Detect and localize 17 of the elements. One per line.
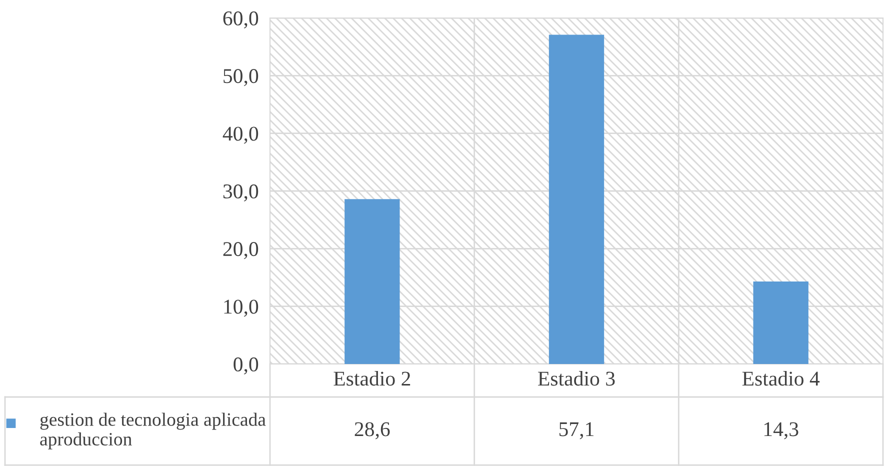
y-tick-label: 40,0	[222, 126, 258, 144]
legend-label: gestion de tecnologia aplicada aproduccion	[40, 412, 266, 450]
data-label: 57,1	[559, 422, 594, 440]
x-tick-label: Estadio 3	[538, 371, 615, 386]
y-tick-label: 30,0	[223, 184, 258, 202]
data-label: 14,3	[764, 422, 798, 440]
bar	[548, 34, 604, 364]
y-tick-label: 10,0	[224, 300, 258, 317]
x-tick-label: Estadio 2	[334, 371, 410, 386]
x-tick-label: Estadio 4	[742, 371, 820, 386]
y-tick-label: 0,0	[234, 357, 258, 374]
data-label: 28,6	[354, 422, 390, 440]
bar	[753, 282, 808, 364]
bar	[344, 199, 400, 364]
y-tick-label: 50,0	[224, 69, 258, 86]
y-tick-label: 20,0	[223, 242, 258, 260]
y-tick-label: 60,0	[223, 11, 258, 28]
